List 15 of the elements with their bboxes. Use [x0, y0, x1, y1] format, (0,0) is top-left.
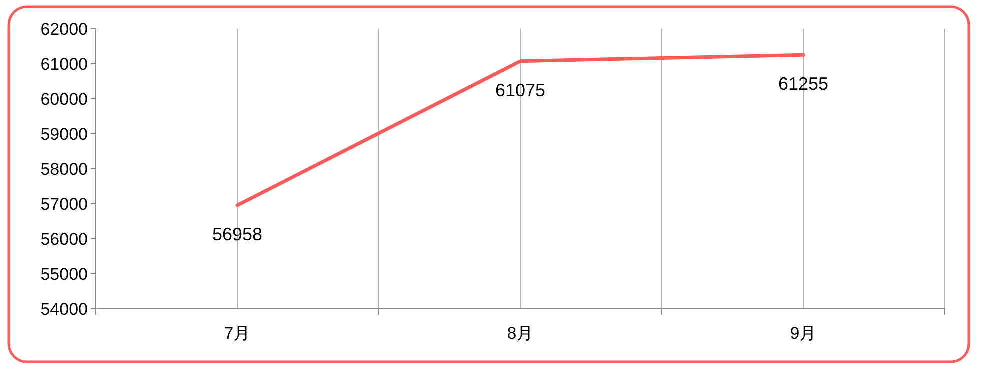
y-tick-label: 62000 — [40, 20, 88, 39]
y-tick-label: 54000 — [40, 300, 88, 319]
y-tick-label: 59000 — [40, 125, 88, 144]
y-tick-label: 60000 — [40, 90, 88, 109]
x-tick-label: 9月 — [790, 324, 817, 343]
x-tick-label: 8月 — [507, 324, 534, 343]
y-tick-label: 57000 — [40, 195, 88, 214]
y-tick-label: 56000 — [40, 230, 88, 249]
y-tick-label: 61000 — [40, 55, 88, 74]
y-tick-label: 55000 — [40, 265, 88, 284]
y-tick-label: 58000 — [40, 160, 88, 179]
data-label: 61255 — [778, 74, 829, 94]
data-label: 56958 — [212, 224, 263, 244]
x-tick-label: 7月 — [224, 324, 251, 343]
data-label: 61075 — [495, 80, 546, 100]
